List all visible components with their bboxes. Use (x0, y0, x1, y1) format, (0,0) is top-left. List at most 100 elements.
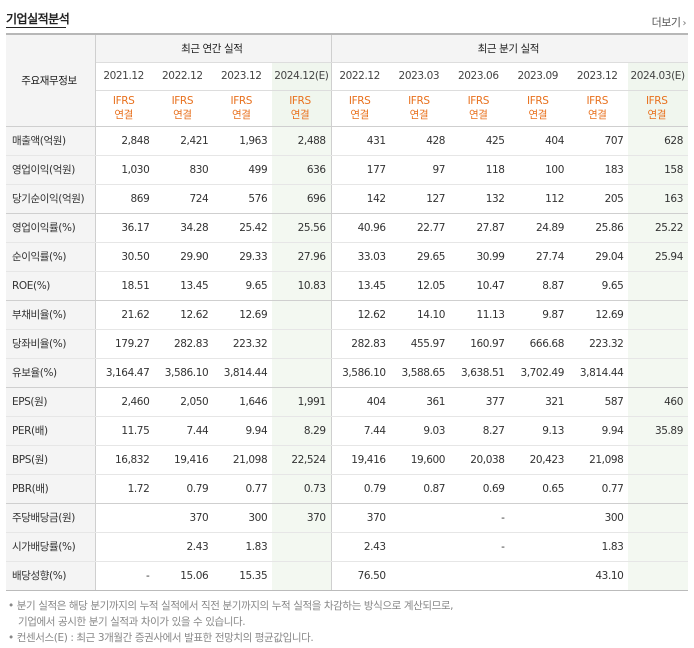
quarter-value-cell: 13.45 (330, 271, 391, 301)
quarter-value-cell: 20,038 (450, 445, 510, 475)
quarter-value-cell: 118 (450, 155, 510, 185)
basis-header: IFRS 연결 (628, 90, 688, 127)
annual-value-cell: 29.90 (154, 242, 214, 272)
annual-value-cell: 12.62 (154, 300, 214, 330)
row-label: PBR(배) (6, 474, 96, 504)
annual-value-cell (95, 532, 155, 562)
footnote-1-cont: 기업에서 공시한 분기 실적과 차이가 있을 수 있습니다. (18, 616, 246, 628)
quarter-value-cell: 9.87 (509, 300, 569, 330)
annual-value-cell: 3,164.47 (95, 358, 155, 388)
row-label: ROE(%) (6, 271, 96, 301)
quarter-value-cell: 29.04 (569, 242, 629, 272)
corner-label: 주요재무정보 (6, 33, 96, 127)
table-row: 영업이익률(%) 36.17 34.28 25.42 25.56 40.96 22.77 27… (6, 213, 688, 243)
title-underline (6, 27, 66, 28)
annual-value-cell: 8.29 (272, 416, 332, 446)
quarter-value-cell (628, 532, 688, 562)
quarter-value-cell: 205 (569, 184, 629, 214)
quarter-group-header: 최근 분기 실적 (330, 33, 688, 63)
annual-value-cell: 724 (154, 184, 214, 214)
basis-scope: 연결 (587, 109, 607, 121)
basis-scope: 연결 (469, 109, 488, 121)
quarter-value-cell: 361 (390, 387, 451, 417)
quarter-value-cell: 3,586.10 (330, 358, 391, 388)
quarter-value-cell: 33.03 (330, 242, 391, 272)
annual-value-cell: 3,814.44 (213, 358, 273, 388)
quarter-value-cell: 11.13 (450, 300, 510, 330)
table-row: PER(배) 11.75 7.44 9.94 8.29 7.44 9.03 8.27 9.13 9… (6, 416, 688, 446)
quarter-value-cell: 2.43 (330, 532, 391, 562)
annual-value-cell: 22,524 (272, 445, 332, 475)
quarter-value-cell: 300 (569, 503, 629, 533)
quarter-value-cell: 223.32 (569, 329, 629, 359)
annual-value-cell: 1,963 (213, 126, 273, 156)
table-row: ROE(%) 18.51 13.45 9.65 10.83 13.45 12.05 10.47… (6, 271, 688, 301)
basis-standard: IFRS (586, 95, 608, 107)
quarter-value-cell (628, 561, 688, 591)
annual-value-cell: 10.83 (272, 271, 332, 301)
quarter-value-cell: 3,588.65 (390, 358, 451, 388)
quarter-value-cell: 12.69 (569, 300, 629, 330)
quarter-value-cell: 377 (450, 387, 510, 417)
quarter-value-cell: 282.83 (330, 329, 391, 359)
period-header: 2024.03(E) (628, 62, 688, 91)
annual-value-cell: 13.45 (154, 271, 214, 301)
quarter-value-cell: 1.83 (569, 532, 629, 562)
quarter-value-cell (628, 503, 688, 533)
quarter-value-cell: 19,416 (330, 445, 391, 475)
quarter-value-cell: 0.87 (390, 474, 451, 504)
annual-value-cell: 2,488 (272, 126, 332, 156)
quarter-value-cell: 370 (330, 503, 391, 533)
quarter-value-cell: 20,423 (509, 445, 569, 475)
period-header: 2023.12 (213, 62, 273, 91)
annual-value-cell: 2,050 (154, 387, 214, 417)
annual-value-cell: 1,030 (95, 155, 155, 185)
annual-value-cell: 370 (272, 503, 332, 533)
basis-header: IFRS 연결 (154, 90, 214, 127)
basis-standard: IFRS (645, 95, 668, 107)
quarter-value-cell: 12.62 (330, 300, 391, 330)
annual-value-cell: 16,832 (95, 445, 155, 475)
annual-value-cell: 830 (154, 155, 214, 185)
quarter-value-cell: 8.27 (450, 416, 510, 446)
quarter-value-cell: 22.77 (390, 213, 451, 243)
quarter-value-cell: 0.65 (509, 474, 569, 504)
annual-value-cell: 300 (213, 503, 273, 533)
quarter-value-cell: 425 (450, 126, 510, 156)
row-label: 배당성향(%) (6, 561, 96, 591)
quarter-value-cell: 100 (509, 155, 569, 185)
basis-header: IFRS 연결 (390, 90, 451, 127)
basis-header: IFRS 연결 (95, 90, 155, 127)
footnote-2: • 컨센서스(E) : 최근 3개월간 증권사에서 발표한 전망치의 평균값입니… (8, 632, 314, 644)
financial-table: 주요재무정보 최근 연간 실적 최근 분기 실적 2021.12 2022.12 2… (6, 33, 688, 591)
annual-value-cell (272, 300, 332, 330)
table-row: PBR(배) 1.72 0.79 0.77 0.73 0.79 0.87 0.69 0.65 0.… (6, 474, 688, 504)
period-header: 2022.12 (154, 62, 214, 91)
basis-header: IFRS 연결 (330, 90, 391, 127)
period-header: 2023.03 (390, 62, 451, 91)
annual-value-cell: 36.17 (95, 213, 155, 243)
annual-value-cell: 636 (272, 155, 332, 185)
more-link[interactable]: 더보기 › (651, 14, 687, 30)
quarter-value-cell: 428 (390, 126, 451, 156)
quarter-value-cell: 404 (330, 387, 391, 417)
table-row: 당기순이익(억원) 869 724 576 696 142 127 132 112 205 163 (6, 184, 688, 214)
more-label: 더보기 (651, 16, 681, 29)
basis-scope: 연결 (528, 109, 548, 121)
table-row: 주당배당금(원) 370 300 370 370-300 (6, 503, 688, 533)
annual-value-cell: 1,991 (272, 387, 332, 417)
quarter-value-cell (628, 300, 688, 330)
row-label: 순이익률(%) (6, 242, 96, 272)
quarter-value-cell (628, 474, 688, 504)
quarter-value-cell: 0.79 (330, 474, 391, 504)
quarter-value-cell: 24.89 (509, 213, 569, 243)
annual-value-cell: 0.73 (272, 474, 332, 504)
basis-scope: 연결 (647, 109, 666, 121)
quarter-value-cell: 25.22 (628, 213, 688, 243)
basis-standard: IFRS (230, 95, 253, 107)
quarter-value-cell (628, 271, 688, 301)
annual-value-cell: 7.44 (154, 416, 214, 446)
period-header: 2021.12 (95, 62, 155, 91)
quarter-value-cell: 9.13 (509, 416, 569, 446)
quarter-value-cell: 9.94 (569, 416, 629, 446)
